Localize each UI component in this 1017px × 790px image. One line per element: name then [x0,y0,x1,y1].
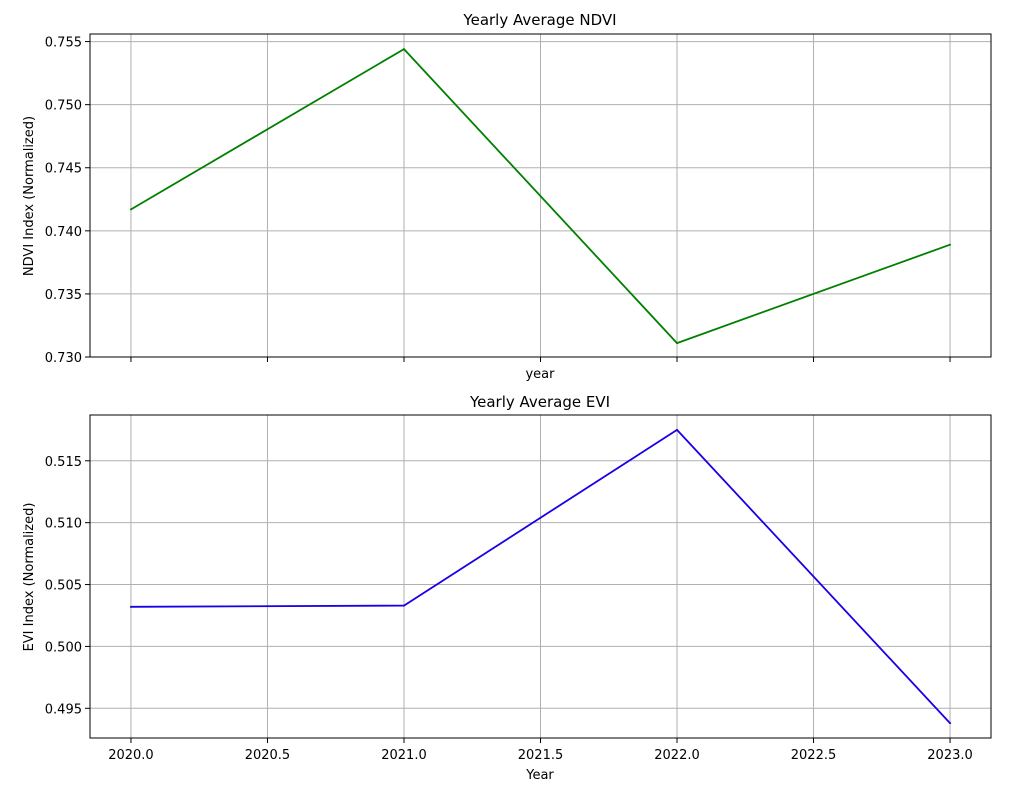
ndvi-y-tick-label: 0.755 [45,36,82,51]
evi-x-tick-label: 2022.5 [791,748,837,763]
evi-data-point [129,605,132,608]
evi-plot-area [89,414,992,739]
ndvi-plot-area [89,33,992,358]
evi-y-tick-label: 0.510 [45,517,82,532]
evi-y-tick-label: 0.500 [45,640,82,655]
ndvi-data-point [402,48,405,51]
ndvi-y-tick-label: 0.735 [45,288,82,303]
evi-grid [90,415,991,738]
evi-panel: Yearly Average EVI Year EVI Index (Norma… [22,393,992,783]
ndvi-series-line [130,48,951,345]
evi-data-point [402,604,405,607]
evi-y-axis-label: EVI Index (Normalized) [22,503,37,652]
ndvi-data-point [949,243,952,246]
evi-x-tick-label: 2022.0 [654,748,700,763]
ndvi-chart-title: Yearly Average NDVI [462,11,616,29]
evi-x-axis-label: Year [525,768,554,783]
evi-x-tick-label: 2021.5 [518,748,564,763]
evi-x-tick-label: 2021.0 [381,748,427,763]
ndvi-y-tick-label: 0.730 [45,351,82,366]
evi-series-line [130,428,951,724]
evi-y-tick-label: 0.505 [45,579,82,594]
ndvi-x-axis-label: year [525,367,555,382]
ndvi-panel: Yearly Average NDVI year NDVI Index (Nor… [22,11,992,382]
evi-data-point [676,428,679,431]
ndvi-y-tick-label: 0.740 [45,225,82,240]
ndvi-y-tick-label: 0.750 [45,99,82,114]
evi-x-tick-label: 2023.0 [927,748,973,763]
ndvi-data-point [676,342,679,345]
evi-y-tick-label: 0.515 [45,455,82,470]
evi-x-tick-label: 2020.0 [108,748,154,763]
ndvi-y-axis-label: NDVI Index (Normalized) [22,116,37,276]
ndvi-data-point [129,208,132,211]
ndvi-grid [90,34,991,358]
ndvi-y-tick-label: 0.745 [45,162,82,177]
evi-chart-title: Yearly Average EVI [469,393,610,411]
evi-x-tick-label: 2020.5 [245,748,291,763]
evi-data-point [949,722,952,725]
evi-y-tick-label: 0.495 [45,702,82,717]
